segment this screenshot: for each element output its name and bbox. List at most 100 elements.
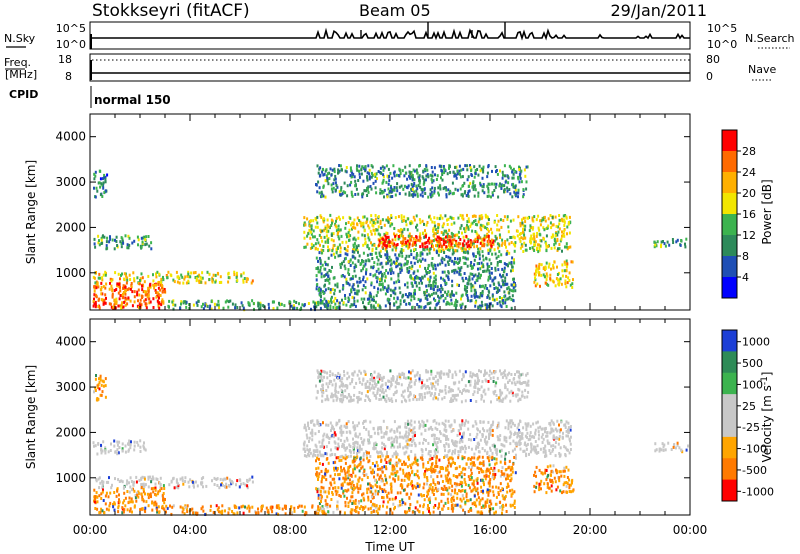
scatter-cell xyxy=(346,371,349,375)
scatter-cell xyxy=(411,430,414,434)
scatter-cell xyxy=(469,164,471,167)
scatter-cell xyxy=(433,191,436,195)
colorbar-tick-label: 12 xyxy=(742,229,756,242)
scatter-cell xyxy=(436,174,439,178)
scatter-cell xyxy=(413,288,416,292)
scatter-cell xyxy=(420,188,423,192)
scatter-cell xyxy=(531,237,534,241)
scatter-cell xyxy=(350,180,353,184)
scatter-cell xyxy=(154,492,157,496)
scatter-cell xyxy=(314,454,317,457)
scatter-cell xyxy=(330,183,333,187)
scatter-cell xyxy=(408,191,411,195)
scatter-cell xyxy=(498,438,501,442)
scatter-cell xyxy=(477,236,480,240)
scatter-cell xyxy=(542,273,545,277)
scatter-cell xyxy=(467,420,470,424)
scatter-cell xyxy=(495,256,498,260)
scatter-cell xyxy=(323,228,326,232)
scatter-cell xyxy=(481,238,484,241)
scatter-cell xyxy=(358,254,361,258)
scatter-cell xyxy=(438,239,441,243)
scatter-cell xyxy=(492,242,495,246)
scatter-cell xyxy=(379,279,381,283)
scatter-cell xyxy=(135,475,138,479)
scatter-cell xyxy=(111,287,114,291)
scatter-cell xyxy=(463,423,466,427)
scatter-cell xyxy=(482,170,485,174)
scatter-cell xyxy=(448,228,451,232)
scatter-cell xyxy=(380,171,383,175)
scatter-cell xyxy=(94,195,97,199)
scatter-cell xyxy=(303,454,306,458)
scatter-cell xyxy=(526,165,529,169)
scatter-cell xyxy=(558,428,561,432)
scatter-cell xyxy=(341,192,344,195)
scatter-cell xyxy=(123,277,125,281)
scatter-cell xyxy=(348,293,351,297)
scatter-cell xyxy=(406,228,409,232)
scatter-cell xyxy=(513,249,516,253)
scatter-cell xyxy=(536,420,539,424)
scatter-cell xyxy=(351,303,354,307)
scatter-cell xyxy=(360,437,363,440)
scatter-cell xyxy=(311,419,314,423)
scatter-cell xyxy=(416,223,419,227)
scatter-cell xyxy=(405,302,408,306)
scatter-cell xyxy=(416,253,419,257)
scatter-cell xyxy=(325,389,328,392)
scatter-cell xyxy=(451,291,453,295)
scatter-cell xyxy=(315,274,318,278)
scatter-cell xyxy=(257,302,260,306)
scatter-cell xyxy=(384,244,387,248)
scatter-cell xyxy=(478,443,481,446)
scatter-cell xyxy=(362,275,365,279)
scatter-cell xyxy=(445,428,448,432)
scatter-cell xyxy=(467,184,470,188)
scatter-cell xyxy=(326,306,329,310)
scatter-cell xyxy=(553,246,556,250)
scatter-cell xyxy=(397,215,400,219)
scatter-cell xyxy=(323,274,326,278)
scatter-cell xyxy=(118,446,121,449)
scatter-cell xyxy=(510,419,513,423)
scatter-cell xyxy=(430,261,433,265)
scatter-cell xyxy=(459,213,462,217)
scatter-cell xyxy=(470,289,473,293)
scatter-cell xyxy=(343,264,346,268)
scatter-cell xyxy=(257,507,259,511)
scatter-cell xyxy=(116,244,119,247)
scatter-cell xyxy=(323,445,325,449)
scatter-cell xyxy=(152,306,155,309)
scatter-cell xyxy=(116,443,119,447)
scatter-cell xyxy=(308,449,311,452)
scatter-cell xyxy=(204,304,207,308)
scatter-cell xyxy=(507,297,510,301)
scatter-cell xyxy=(166,276,169,280)
scatter-cell xyxy=(389,294,392,298)
scatter-cell xyxy=(433,454,435,458)
scatter-cell xyxy=(450,423,453,427)
scatter-cell xyxy=(440,276,442,280)
scatter-cell xyxy=(515,443,518,447)
scatter-cell xyxy=(227,276,230,280)
scatter-cell xyxy=(315,287,318,291)
scatter-cell xyxy=(527,216,529,220)
scatter-cell xyxy=(504,426,507,430)
scatter-cell xyxy=(438,217,441,221)
scatter-cell xyxy=(128,496,131,500)
scatter-cell xyxy=(432,229,435,233)
scatter-cell xyxy=(349,450,352,454)
scatter-cell xyxy=(492,420,495,424)
scatter-cell xyxy=(325,435,328,439)
scatter-cell xyxy=(370,214,373,218)
power-ylabel: Slant Range [km] xyxy=(24,160,38,264)
scatter-cell xyxy=(284,507,287,510)
scatter-cell xyxy=(486,287,489,290)
scatter-cell xyxy=(486,171,489,175)
scatter-cell xyxy=(444,449,446,453)
scatter-cell xyxy=(507,427,510,431)
scatter-cell xyxy=(485,435,488,439)
scatter-cell xyxy=(503,188,506,192)
scatter-cell xyxy=(121,301,124,305)
